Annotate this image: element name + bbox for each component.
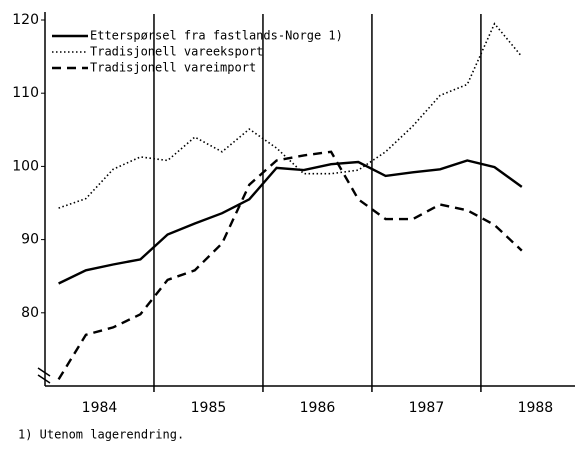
x-tick-label: 1984	[82, 400, 118, 416]
y-tick-label: 80	[21, 305, 39, 321]
axis-break	[37, 367, 51, 384]
y-tick-label: 110	[12, 85, 39, 101]
y-tick-label: 90	[21, 232, 39, 248]
series-line	[57, 150, 523, 381]
legend-label: Tradisjonell vareimport	[90, 61, 256, 75]
x-tick-label: 1986	[300, 400, 336, 416]
y-tick-label: 100	[12, 158, 39, 174]
x-tick-label: 1988	[518, 400, 554, 416]
legend-label: Etterspørsel fra fastlands-Norge 1)	[90, 29, 343, 43]
x-tick-label: 1985	[191, 400, 227, 416]
y-tick-label: 120	[12, 12, 39, 28]
series-line	[58, 159, 523, 285]
footnote: 1) Utenom lagerendring.	[18, 428, 184, 442]
x-tick-label: 1987	[409, 400, 445, 416]
series-line	[58, 22, 523, 209]
legend-label: Tradisjonell vareeksport	[90, 45, 263, 59]
